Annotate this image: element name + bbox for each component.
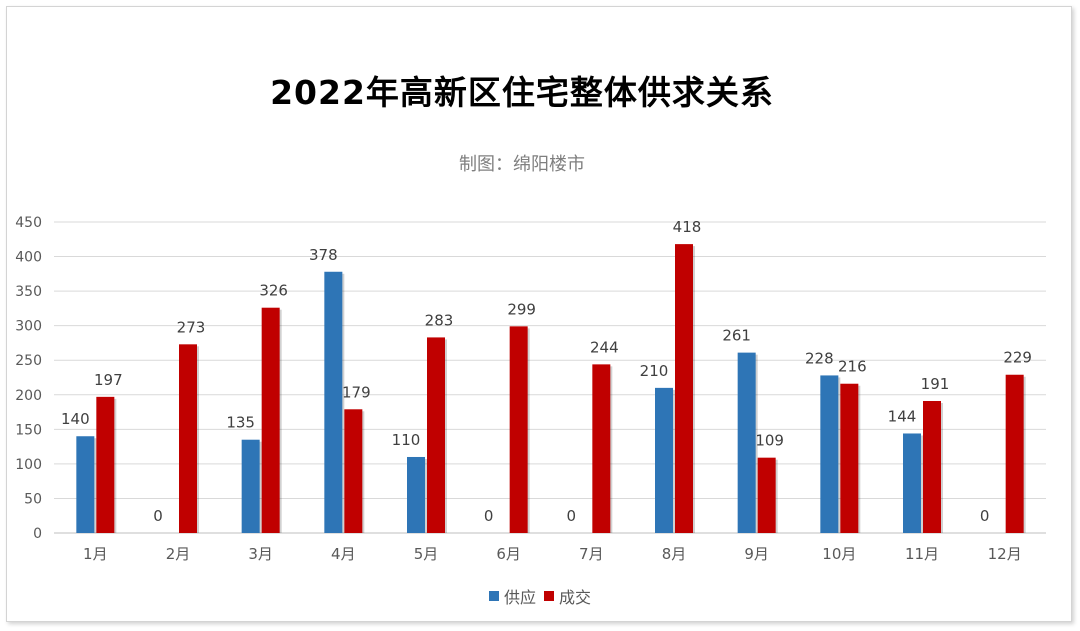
- bar: [820, 375, 839, 533]
- x-tick-label: 2月: [166, 545, 191, 563]
- x-tick-label: 4月: [331, 545, 356, 563]
- data-label: 244: [590, 338, 619, 356]
- x-tick-label: 11月: [905, 545, 939, 563]
- chart-subtitle: 制图：绵阳楼市: [459, 154, 585, 175]
- legend-swatch-supply: [488, 591, 499, 601]
- bar: [427, 337, 445, 533]
- data-label: 197: [94, 371, 123, 389]
- data-label: 179: [342, 383, 371, 401]
- data-label: 135: [226, 414, 255, 432]
- x-tick-label: 5月: [414, 545, 439, 563]
- y-tick-label: 250: [15, 353, 42, 369]
- y-tick-label: 50: [24, 491, 42, 507]
- data-label: 326: [259, 282, 288, 300]
- bar: [76, 436, 95, 533]
- legend-item-deals: 成交: [544, 584, 591, 608]
- data-label: 109: [755, 432, 784, 450]
- data-label: 261: [722, 327, 751, 345]
- y-tick-label: 150: [15, 422, 42, 438]
- data-label: 0: [980, 507, 990, 525]
- bar: [840, 383, 859, 533]
- data-label: 228: [805, 349, 834, 367]
- x-tick-label: 7月: [579, 545, 604, 563]
- x-tick-label: 10月: [822, 545, 856, 563]
- bar: [509, 326, 528, 533]
- x-tick-label: 3月: [248, 545, 273, 563]
- bar: [737, 352, 756, 533]
- data-label: 229: [1003, 349, 1032, 367]
- data-label: 378: [309, 246, 338, 264]
- y-tick-label: 400: [15, 250, 42, 266]
- bar: [96, 396, 115, 533]
- y-tick-label: 100: [15, 457, 42, 473]
- data-label: 144: [888, 407, 917, 425]
- data-label: 0: [153, 507, 163, 525]
- bar: [655, 387, 673, 533]
- chart-title: 2022年高新区住宅整体供求关系: [270, 73, 774, 112]
- bar: [179, 344, 197, 533]
- data-label: 210: [640, 362, 669, 380]
- legend-item-supply: 供应: [488, 584, 536, 608]
- data-label: 216: [838, 358, 867, 376]
- legend-label-deals: 成交: [559, 588, 592, 607]
- bar: [344, 409, 363, 533]
- data-label: 418: [673, 218, 702, 236]
- legend-swatch-deals: [544, 591, 554, 601]
- data-label: 191: [921, 375, 950, 393]
- bar: [757, 457, 776, 533]
- data-label: 140: [61, 410, 90, 428]
- data-label: 0: [567, 507, 577, 525]
- bar: [923, 400, 941, 533]
- y-tick-label: 450: [15, 215, 42, 231]
- bar: [675, 244, 693, 534]
- legend-label-supply: 供应: [503, 588, 536, 607]
- x-tick-label: 9月: [744, 545, 769, 563]
- y-tick-label: 0: [33, 526, 42, 542]
- bar: [261, 307, 280, 533]
- y-tick-label: 350: [15, 284, 42, 300]
- y-tick-label: 300: [15, 319, 42, 335]
- data-label: 283: [425, 311, 454, 329]
- y-tick-label: 200: [15, 388, 42, 404]
- bar: [241, 439, 260, 533]
- bar: [324, 271, 343, 533]
- chart-legend: 供应 成交: [0, 584, 1080, 608]
- data-label: 299: [507, 300, 536, 318]
- x-tick-label: 8月: [662, 545, 687, 563]
- bar: [407, 456, 425, 533]
- data-label: 110: [392, 431, 421, 449]
- bar: [592, 364, 611, 533]
- data-label: 0: [484, 507, 494, 525]
- bar: [1005, 374, 1024, 533]
- bar: [903, 433, 921, 533]
- x-tick-label: 12月: [988, 545, 1022, 563]
- x-tick-label: 6月: [496, 545, 521, 563]
- data-label: 273: [177, 318, 206, 336]
- x-tick-label: 1月: [83, 545, 108, 563]
